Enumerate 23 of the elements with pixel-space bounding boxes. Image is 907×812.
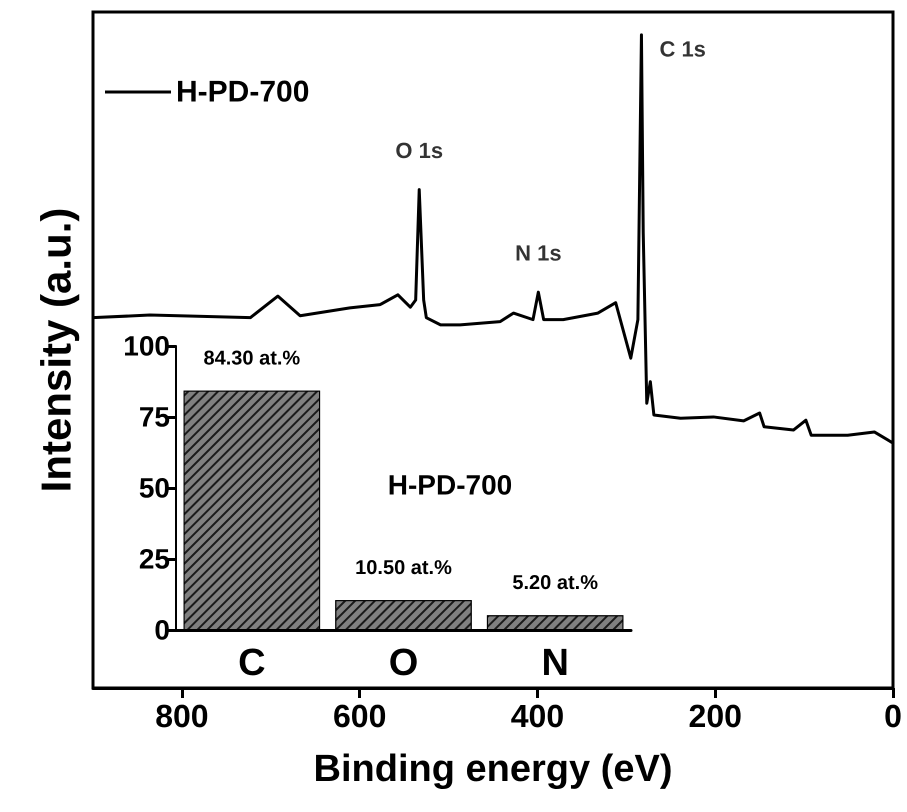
x-tick-label: 800 [155, 698, 209, 734]
data-label: 5.20 at.% [512, 572, 598, 594]
annotation: H-PD-700 [388, 470, 512, 500]
y-tick-label: 50 [138, 472, 170, 504]
x-tick-label: 200 [688, 698, 742, 734]
x-tick-label: 600 [332, 698, 386, 734]
x-tick-label: O [388, 642, 418, 684]
x-tick-label: N [541, 642, 569, 684]
y-axis-title: Intensity (a.u.) [32, 208, 80, 492]
annotation: O 1s [395, 138, 444, 164]
annotation: C 1s [659, 36, 706, 62]
y-tick-label: 75 [138, 402, 170, 432]
legend-label: H-PD-700 [176, 76, 310, 108]
x-tick-label: 400 [510, 698, 564, 734]
x-tick-label: 0 [884, 698, 902, 734]
y-tick-label: 25 [138, 544, 170, 574]
y-tick-label: 100 [123, 330, 170, 362]
y-tick-label: 0 [154, 614, 170, 646]
data-label: 84.30 at.% [203, 348, 300, 370]
x-axis-title: Binding energy (eV) [314, 748, 672, 790]
annotation: N 1s [515, 240, 562, 266]
data-label: 10.50 at.% [355, 557, 452, 580]
x-tick-label: C [238, 642, 266, 684]
